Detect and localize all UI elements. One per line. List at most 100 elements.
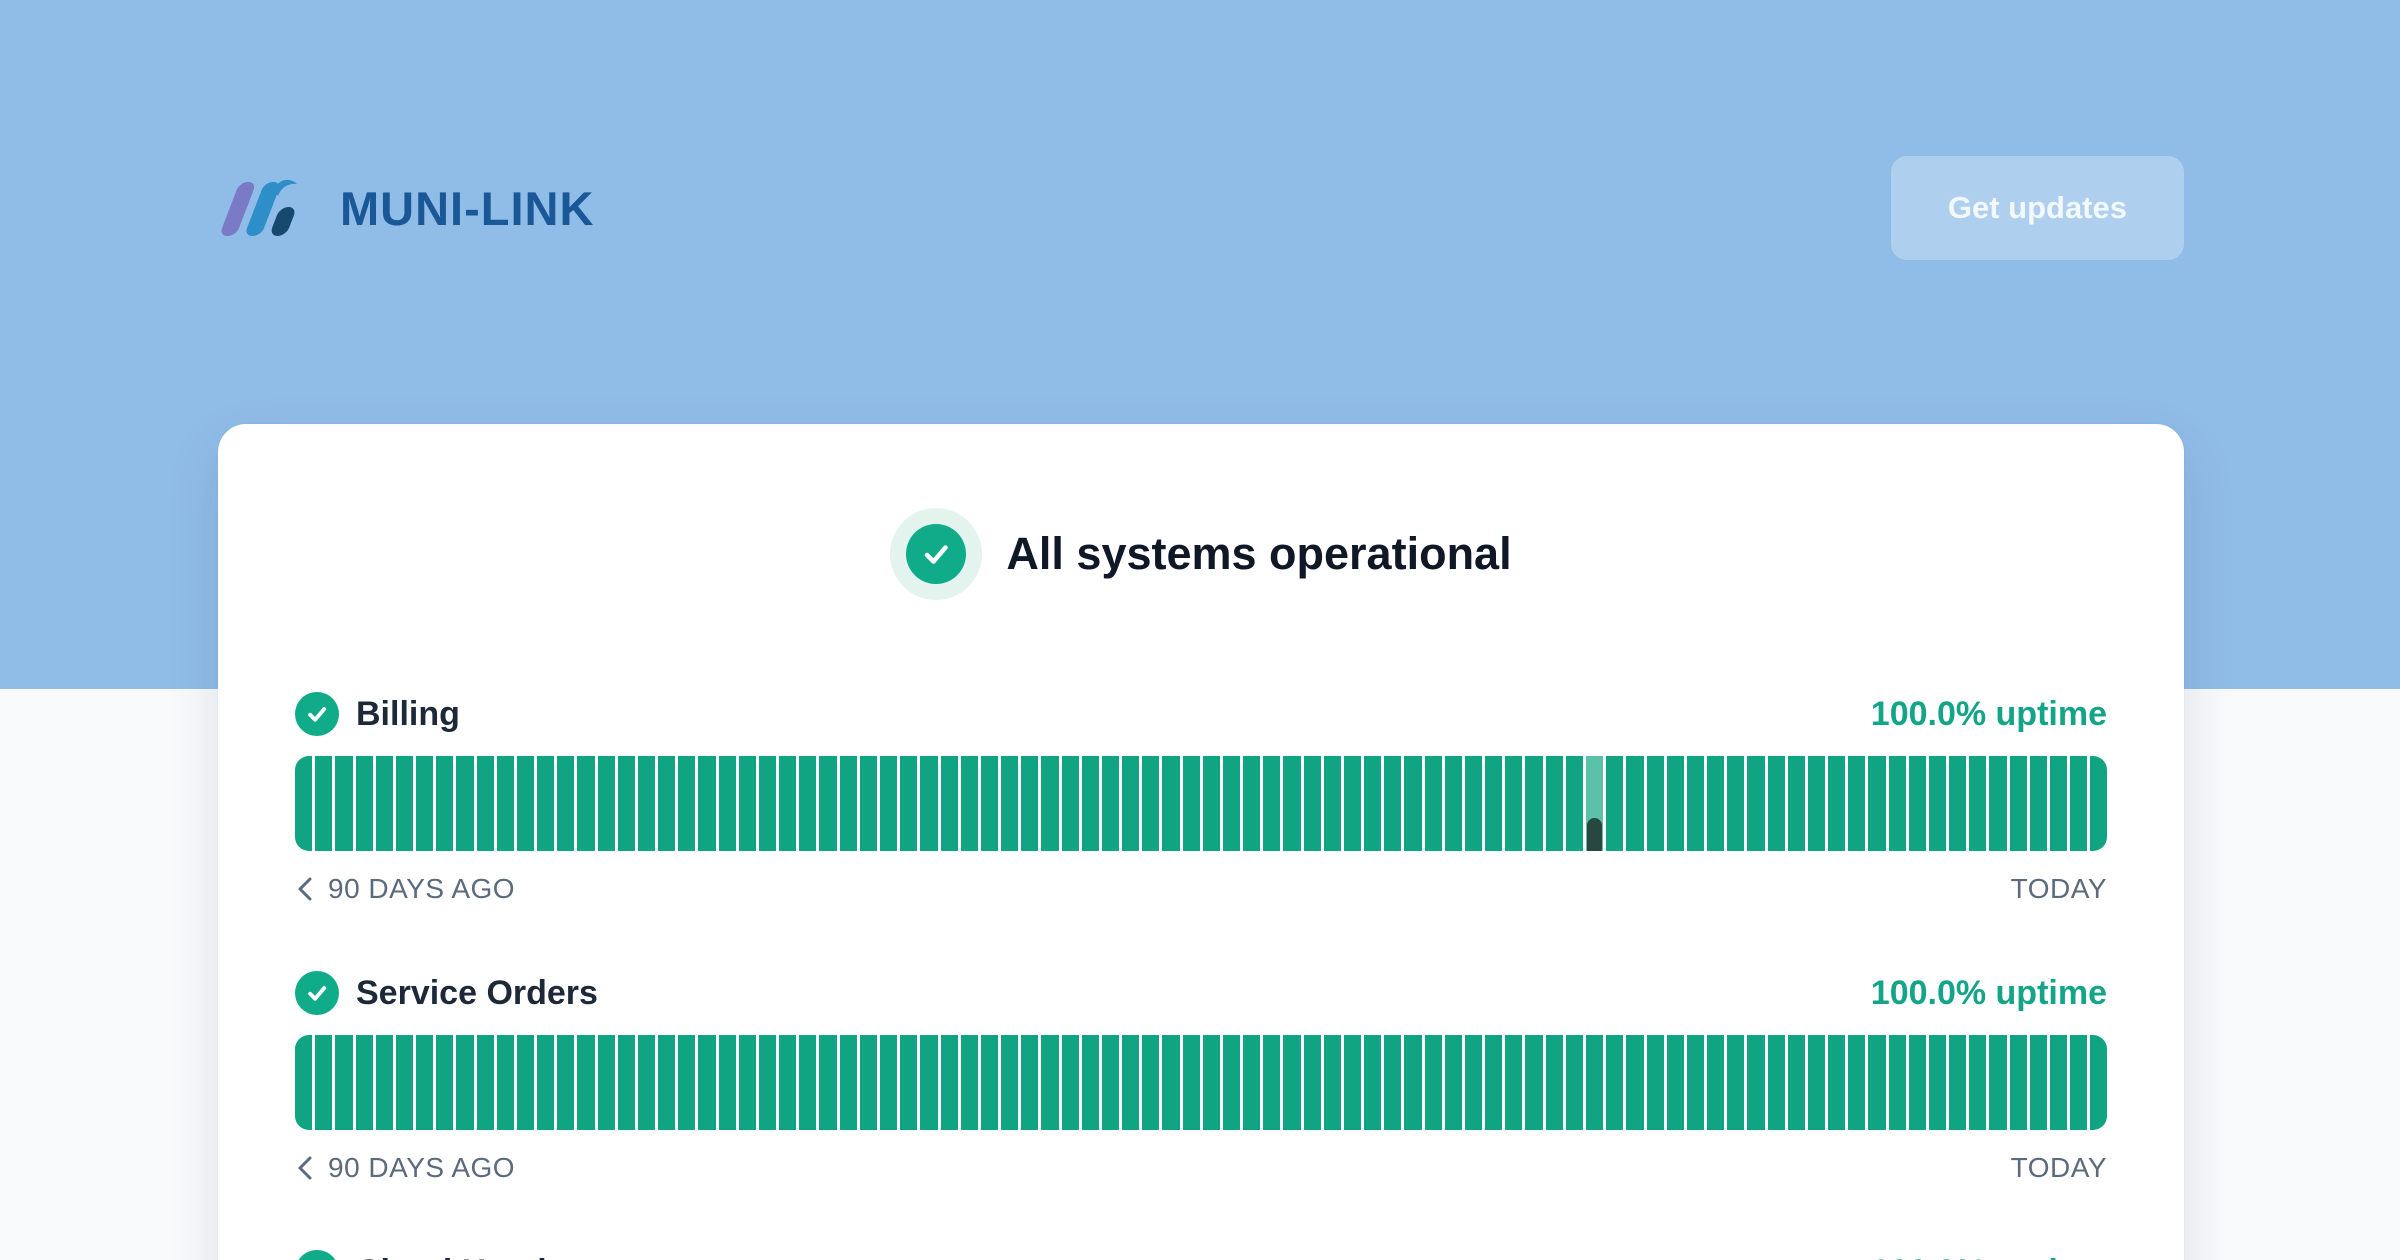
uptime-day-segment[interactable] xyxy=(557,1035,575,1130)
uptime-day-segment[interactable] xyxy=(2049,756,2068,851)
uptime-day-segment[interactable] xyxy=(1505,1035,1523,1130)
uptime-day-segment[interactable] xyxy=(1928,1035,1947,1130)
uptime-day-segment[interactable] xyxy=(1807,1035,1826,1130)
uptime-day-segment[interactable] xyxy=(758,756,777,851)
uptime-day-segment[interactable] xyxy=(879,1035,898,1130)
uptime-day-segment[interactable] xyxy=(1142,756,1160,851)
uptime-day-segment[interactable] xyxy=(859,756,877,851)
uptime-day-segment[interactable] xyxy=(1969,756,1987,851)
uptime-day-segment[interactable] xyxy=(1424,756,1442,851)
uptime-day-segment[interactable] xyxy=(779,756,797,851)
uptime-day-segment[interactable] xyxy=(315,756,333,851)
uptime-day-segment[interactable] xyxy=(738,1035,756,1130)
uptime-day-segment[interactable] xyxy=(879,756,898,851)
uptime-day-segment[interactable] xyxy=(1606,756,1624,851)
uptime-day-segment[interactable] xyxy=(1323,756,1341,851)
uptime-day-segment[interactable] xyxy=(1707,1035,1725,1130)
uptime-day-segment[interactable] xyxy=(1243,756,1261,851)
uptime-day-segment[interactable] xyxy=(395,1035,414,1130)
uptime-day-segment[interactable] xyxy=(1606,1035,1624,1130)
uptime-day-segment[interactable] xyxy=(1202,1035,1220,1130)
uptime-day-segment[interactable] xyxy=(1001,1035,1019,1130)
uptime-day-segment[interactable] xyxy=(678,1035,696,1130)
uptime-day-segment[interactable] xyxy=(1101,756,1120,851)
uptime-day-segment[interactable] xyxy=(1384,1035,1402,1130)
uptime-day-segment[interactable] xyxy=(738,756,756,851)
uptime-day-segment[interactable] xyxy=(698,756,716,851)
uptime-day-segment[interactable] xyxy=(1303,1035,1321,1130)
uptime-day-segment[interactable] xyxy=(1041,1035,1059,1130)
uptime-day-segment[interactable] xyxy=(980,1035,999,1130)
uptime-day-segment[interactable] xyxy=(395,756,414,851)
uptime-day-segment[interactable] xyxy=(1263,756,1281,851)
uptime-day-segment[interactable] xyxy=(1666,756,1684,851)
uptime-day-segment[interactable] xyxy=(1525,1035,1543,1130)
uptime-day-segment[interactable] xyxy=(718,756,736,851)
uptime-day-segment[interactable] xyxy=(779,1035,797,1130)
uptime-day-segment[interactable] xyxy=(1586,1035,1604,1130)
uptime-day-segment[interactable] xyxy=(1182,1035,1200,1130)
uptime-day-segment[interactable] xyxy=(2009,1035,2027,1130)
uptime-day-segment[interactable] xyxy=(1464,756,1483,851)
uptime-day-segment[interactable] xyxy=(900,1035,918,1130)
uptime-day-segment[interactable] xyxy=(1868,756,1886,851)
uptime-day-segment[interactable] xyxy=(920,756,938,851)
uptime-day-segment[interactable] xyxy=(1525,756,1543,851)
uptime-day-segment[interactable] xyxy=(1949,756,1967,851)
uptime-day-segment[interactable] xyxy=(1122,1035,1140,1130)
uptime-day-segment[interactable] xyxy=(1283,756,1301,851)
uptime-day-segment[interactable] xyxy=(658,1035,676,1130)
uptime-day-segment[interactable] xyxy=(2090,1035,2107,1130)
uptime-day-segment[interactable] xyxy=(1101,1035,1120,1130)
uptime-day-segment[interactable] xyxy=(315,1035,333,1130)
uptime-day-segment[interactable] xyxy=(1787,1035,1805,1130)
uptime-day-segment[interactable] xyxy=(799,756,817,851)
uptime-day-segment[interactable] xyxy=(295,756,313,851)
uptime-day-segment[interactable] xyxy=(1989,756,2007,851)
uptime-day-segment[interactable] xyxy=(516,1035,535,1130)
uptime-day-segment[interactable] xyxy=(1908,756,1926,851)
uptime-day-segment[interactable] xyxy=(718,1035,736,1130)
uptime-day-segment[interactable] xyxy=(577,756,595,851)
uptime-bar[interactable] xyxy=(295,1035,2107,1130)
uptime-day-segment[interactable] xyxy=(1969,1035,1987,1130)
uptime-day-segment[interactable] xyxy=(476,1035,494,1130)
uptime-day-segment[interactable] xyxy=(1424,1035,1442,1130)
uptime-day-segment[interactable] xyxy=(1001,756,1019,851)
uptime-day-segment[interactable] xyxy=(436,1035,454,1130)
uptime-day-segment[interactable] xyxy=(496,1035,514,1130)
uptime-day-segment[interactable] xyxy=(597,1035,615,1130)
uptime-day-segment[interactable] xyxy=(1222,1035,1241,1130)
uptime-day-segment[interactable] xyxy=(416,1035,434,1130)
uptime-day-segment[interactable] xyxy=(940,1035,958,1130)
uptime-day-segment[interactable] xyxy=(980,756,999,851)
uptime-day-segment[interactable] xyxy=(637,1035,656,1130)
uptime-day-segment[interactable] xyxy=(1545,756,1563,851)
uptime-day-segment[interactable] xyxy=(1888,1035,1906,1130)
uptime-day-segment[interactable] xyxy=(1485,756,1503,851)
uptime-day-segment[interactable] xyxy=(597,756,615,851)
uptime-day-segment[interactable] xyxy=(1868,1035,1886,1130)
uptime-day-segment[interactable] xyxy=(698,1035,716,1130)
uptime-day-segment[interactable] xyxy=(1787,756,1805,851)
uptime-day-segment[interactable] xyxy=(335,1035,353,1130)
uptime-day-segment[interactable] xyxy=(1767,1035,1785,1130)
uptime-day-segment[interactable] xyxy=(960,1035,978,1130)
brand-logo-link[interactable]: MUNI-LINK xyxy=(218,176,594,240)
uptime-day-segment[interactable] xyxy=(1888,756,1906,851)
uptime-day-segment[interactable] xyxy=(2070,756,2088,851)
uptime-day-segment[interactable] xyxy=(819,1035,837,1130)
uptime-day-segment[interactable] xyxy=(1565,756,1583,851)
uptime-day-segment[interactable] xyxy=(476,756,494,851)
uptime-day-segment[interactable] xyxy=(375,1035,393,1130)
uptime-day-segment[interactable] xyxy=(1364,756,1382,851)
uptime-day-segment[interactable] xyxy=(1323,1035,1341,1130)
uptime-day-segment[interactable] xyxy=(1807,756,1826,851)
uptime-day-segment[interactable] xyxy=(819,756,837,851)
uptime-day-segment[interactable] xyxy=(355,1035,373,1130)
uptime-day-segment[interactable] xyxy=(1505,756,1523,851)
uptime-day-segment[interactable] xyxy=(1404,1035,1422,1130)
uptime-day-segment[interactable] xyxy=(1081,1035,1099,1130)
uptime-day-segment[interactable] xyxy=(1848,1035,1866,1130)
uptime-day-segment[interactable] xyxy=(1707,756,1725,851)
